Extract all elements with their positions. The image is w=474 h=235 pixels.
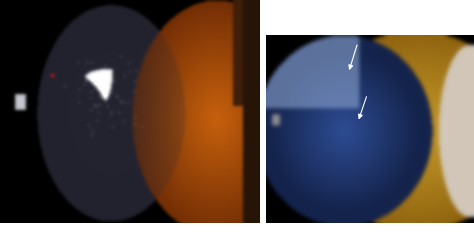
Bar xyxy=(264,223,474,235)
Text: B: B xyxy=(266,213,276,226)
Text: A: A xyxy=(2,213,12,226)
Bar xyxy=(0,223,263,235)
Bar xyxy=(260,0,266,235)
Bar xyxy=(264,0,474,35)
